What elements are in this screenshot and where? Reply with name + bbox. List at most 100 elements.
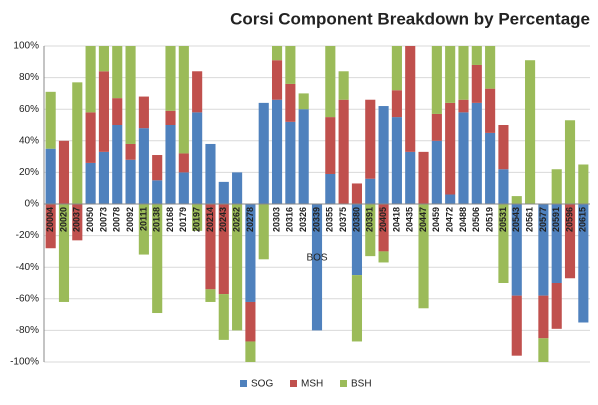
bar-segment <box>551 204 562 283</box>
bar-segment <box>365 99 376 179</box>
x-tick-label: 20380 <box>351 207 361 232</box>
bar-segment <box>218 294 229 340</box>
bar-segment <box>45 91 56 149</box>
bar-segment <box>418 204 429 309</box>
bar-segment <box>152 155 163 181</box>
bar-segment <box>578 204 589 323</box>
bar-segment <box>325 117 336 174</box>
bar-segment <box>192 71 203 113</box>
x-tick-label: 20037 <box>72 207 82 232</box>
bar-segment <box>271 46 283 61</box>
bar-segment <box>125 46 136 144</box>
bar-segment <box>431 46 442 114</box>
bar-segment <box>98 151 109 204</box>
bar-segment <box>338 99 349 204</box>
y-tick-label: 20% <box>19 167 39 178</box>
bar-segment <box>445 102 456 195</box>
bar-segment <box>218 181 229 204</box>
bar-segment <box>471 46 482 65</box>
bar-segment <box>538 295 549 339</box>
bar-segment <box>285 46 296 84</box>
x-tick-label: 20435 <box>405 207 415 232</box>
x-tick-label: 20391 <box>365 207 375 232</box>
x-tick-label: 20472 <box>445 207 455 232</box>
bar-segment <box>152 204 163 314</box>
bar-segment <box>351 183 363 204</box>
bar-segment <box>125 143 136 160</box>
legend-swatch <box>240 380 247 387</box>
x-tick-label: 20355 <box>325 207 335 232</box>
x-tick-label: 20591 <box>551 207 561 232</box>
x-tick-label: 20615 <box>578 207 588 232</box>
bar-segment <box>85 112 96 163</box>
legend-label: BSH <box>351 379 372 390</box>
x-tick-label: 20543 <box>511 207 521 232</box>
x-tick-label: 20326 <box>298 207 308 232</box>
x-tick-label: 20375 <box>338 207 348 232</box>
bar-segment <box>271 60 283 100</box>
bar-segment <box>311 204 323 331</box>
y-tick-label: 0% <box>25 199 40 210</box>
bar-segment <box>511 196 522 204</box>
x-tick-label: 20303 <box>271 207 281 232</box>
bar-segment <box>45 148 56 204</box>
x-tick-label: 20262 <box>231 207 241 232</box>
bar-segment <box>485 88 496 133</box>
bar-segment <box>351 204 363 276</box>
bar-segment <box>285 83 296 122</box>
bar-segment <box>218 204 229 295</box>
x-tick-label: 20138 <box>152 207 162 232</box>
x-tick-label: 20020 <box>58 207 68 232</box>
y-tick-label: -100% <box>10 357 39 368</box>
x-tick-label: 20278 <box>245 207 255 232</box>
x-tick-label: 20405 <box>378 207 388 232</box>
bar-segment <box>431 140 442 204</box>
y-tick-label: -80% <box>16 325 39 336</box>
x-tick-label: 20243 <box>218 207 228 232</box>
bar-segment <box>538 338 549 362</box>
bar-segment <box>378 106 389 204</box>
bar-segment <box>98 46 109 72</box>
bar-segment <box>138 96 149 129</box>
bar-segment <box>325 46 336 118</box>
y-tick-label: -40% <box>16 262 39 273</box>
bar-segment <box>498 204 509 283</box>
bar-segment <box>578 164 589 204</box>
legend-label: MSH <box>301 379 323 390</box>
bar-segment <box>192 112 203 204</box>
bar-segment <box>405 46 416 152</box>
bar-segment <box>258 204 269 260</box>
bar-segment <box>58 204 70 302</box>
bar-segment <box>405 151 416 204</box>
bar-segment <box>485 46 496 89</box>
bar-segment <box>298 109 309 204</box>
x-tick-label: 20339 <box>311 207 321 232</box>
bar-segment <box>85 162 96 204</box>
bar-segment <box>418 151 429 204</box>
bar-segment <box>551 169 562 204</box>
bar-segment <box>245 301 256 342</box>
bar-segment <box>471 102 482 204</box>
bar-segment <box>551 283 562 329</box>
bar-segment <box>445 194 456 204</box>
y-tick-label: -20% <box>16 230 39 241</box>
x-tick-label: 20050 <box>85 207 95 232</box>
x-tick-label: 20418 <box>391 207 401 232</box>
bar-segment <box>205 289 216 302</box>
bar-segment <box>458 46 469 100</box>
bar-segment <box>205 204 216 290</box>
x-tick-label: 20459 <box>431 207 441 232</box>
bar-segment <box>525 60 536 204</box>
legend-swatch <box>340 380 347 387</box>
y-tick-label: 80% <box>19 72 39 83</box>
bar-segment <box>471 64 482 103</box>
x-tick-label: 20488 <box>458 207 468 232</box>
bar-segment <box>564 120 576 204</box>
x-tick-label: 20111 <box>138 207 148 231</box>
legend-label: SOG <box>251 379 273 390</box>
legend-swatch <box>290 380 297 387</box>
x-tick-label: 20577 <box>538 207 548 232</box>
bar-segment <box>365 204 376 257</box>
bar-segment <box>365 178 376 204</box>
